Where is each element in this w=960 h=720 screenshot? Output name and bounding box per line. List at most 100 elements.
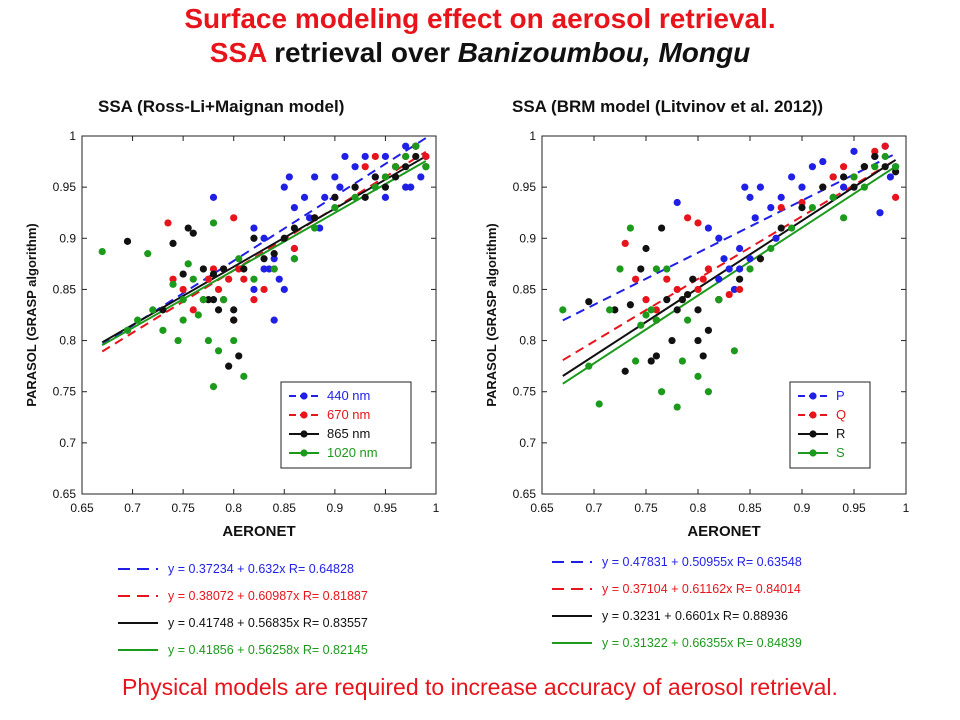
data-point [881, 142, 889, 150]
data-point [621, 367, 629, 375]
data-point [204, 296, 213, 304]
data-point [230, 316, 238, 324]
data-point [798, 198, 806, 207]
data-point [673, 198, 681, 207]
data-point [678, 296, 686, 304]
data-point [412, 152, 420, 161]
regression-line [562, 152, 897, 322]
data-point [331, 193, 339, 201]
legend-swatch-marker [300, 392, 308, 400]
data-point [871, 147, 879, 155]
legend-swatch-marker [809, 411, 817, 419]
data-point [159, 306, 167, 314]
legend-label: 865 nm [327, 426, 370, 441]
data-point [736, 275, 744, 283]
data-point [235, 255, 243, 263]
data-point [402, 163, 410, 171]
data-point [678, 357, 686, 365]
data-point [144, 250, 152, 258]
data-point [840, 163, 848, 171]
y-tick-label: 0.95 [53, 180, 77, 194]
data-point [876, 209, 884, 217]
data-point [361, 193, 369, 201]
legend-swatch-marker [809, 430, 817, 438]
data-point [673, 403, 681, 411]
data-point [179, 285, 187, 294]
data-point [316, 224, 324, 232]
y-axis-label: PARASOL (GRASP algorithm) [24, 223, 39, 406]
data-point [351, 163, 359, 171]
legend-label: R [836, 426, 845, 441]
data-point [381, 193, 390, 201]
data-point [371, 173, 379, 181]
data-point [886, 173, 894, 181]
data-point [730, 347, 738, 355]
data-point [260, 255, 268, 263]
data-point [290, 244, 298, 253]
data-point [174, 336, 182, 345]
x-tick-label: 0.85 [273, 501, 297, 515]
data-point [642, 296, 650, 304]
data-point [652, 265, 660, 273]
data-point [694, 306, 702, 314]
data-point [626, 301, 634, 309]
y-tick-label: 0.7 [519, 436, 536, 450]
data-point [626, 224, 634, 232]
x-tick-label: 0.9 [794, 501, 811, 515]
data-point [673, 306, 681, 314]
x-tick-label: 0.65 [70, 501, 94, 515]
data-point [689, 275, 697, 283]
data-point [391, 163, 400, 171]
y-tick-label: 0.9 [519, 231, 536, 245]
regression-equation: y = 0.41856 + 0.56258x R= 0.82145 [168, 643, 368, 657]
data-point [270, 250, 278, 258]
regression-equation: y = 0.38072 + 0.60987x R= 0.81887 [168, 589, 368, 603]
data-point [402, 183, 410, 191]
y-tick-label: 0.65 [513, 487, 537, 501]
data-point [585, 298, 593, 306]
data-point [260, 234, 268, 242]
data-point [730, 285, 738, 294]
data-point [741, 183, 749, 191]
data-point [694, 336, 702, 345]
data-point [250, 285, 258, 294]
data-point [585, 362, 593, 370]
data-point [417, 173, 425, 181]
data-point [240, 265, 248, 273]
data-point [214, 347, 223, 355]
data-point [189, 306, 197, 314]
data-point [632, 357, 640, 365]
data-point [280, 183, 288, 191]
data-point [611, 306, 619, 314]
data-point [694, 285, 702, 294]
slide-title-line-2: SSA retrieval over Banizoumbou, Mongu [0, 36, 960, 70]
data-point [250, 275, 258, 283]
data-point [98, 247, 106, 256]
data-point [736, 265, 744, 273]
x-axis-label: AERONET [687, 523, 760, 540]
data-point [381, 152, 390, 161]
x-tick-label: 0.8 [225, 501, 242, 515]
data-point [189, 275, 197, 283]
data-point [746, 193, 754, 201]
data-point [209, 265, 218, 273]
data-point [694, 219, 702, 227]
data-point [606, 306, 614, 314]
data-point [736, 244, 744, 253]
data-point [204, 336, 213, 345]
data-point [788, 173, 796, 181]
data-point [290, 204, 298, 212]
data-point [642, 244, 650, 253]
data-point [189, 229, 197, 237]
data-point [214, 285, 223, 294]
y-axis-label: PARASOL (GRASP algorithm) [484, 223, 499, 406]
data-point [684, 316, 692, 324]
y-tick-label: 0.85 [513, 282, 537, 296]
data-point [808, 204, 816, 212]
data-point [652, 352, 660, 360]
y-tick-label: 0.75 [53, 385, 77, 399]
data-point [209, 193, 218, 201]
data-point [652, 316, 660, 324]
data-point [371, 152, 379, 161]
data-point [275, 275, 283, 283]
